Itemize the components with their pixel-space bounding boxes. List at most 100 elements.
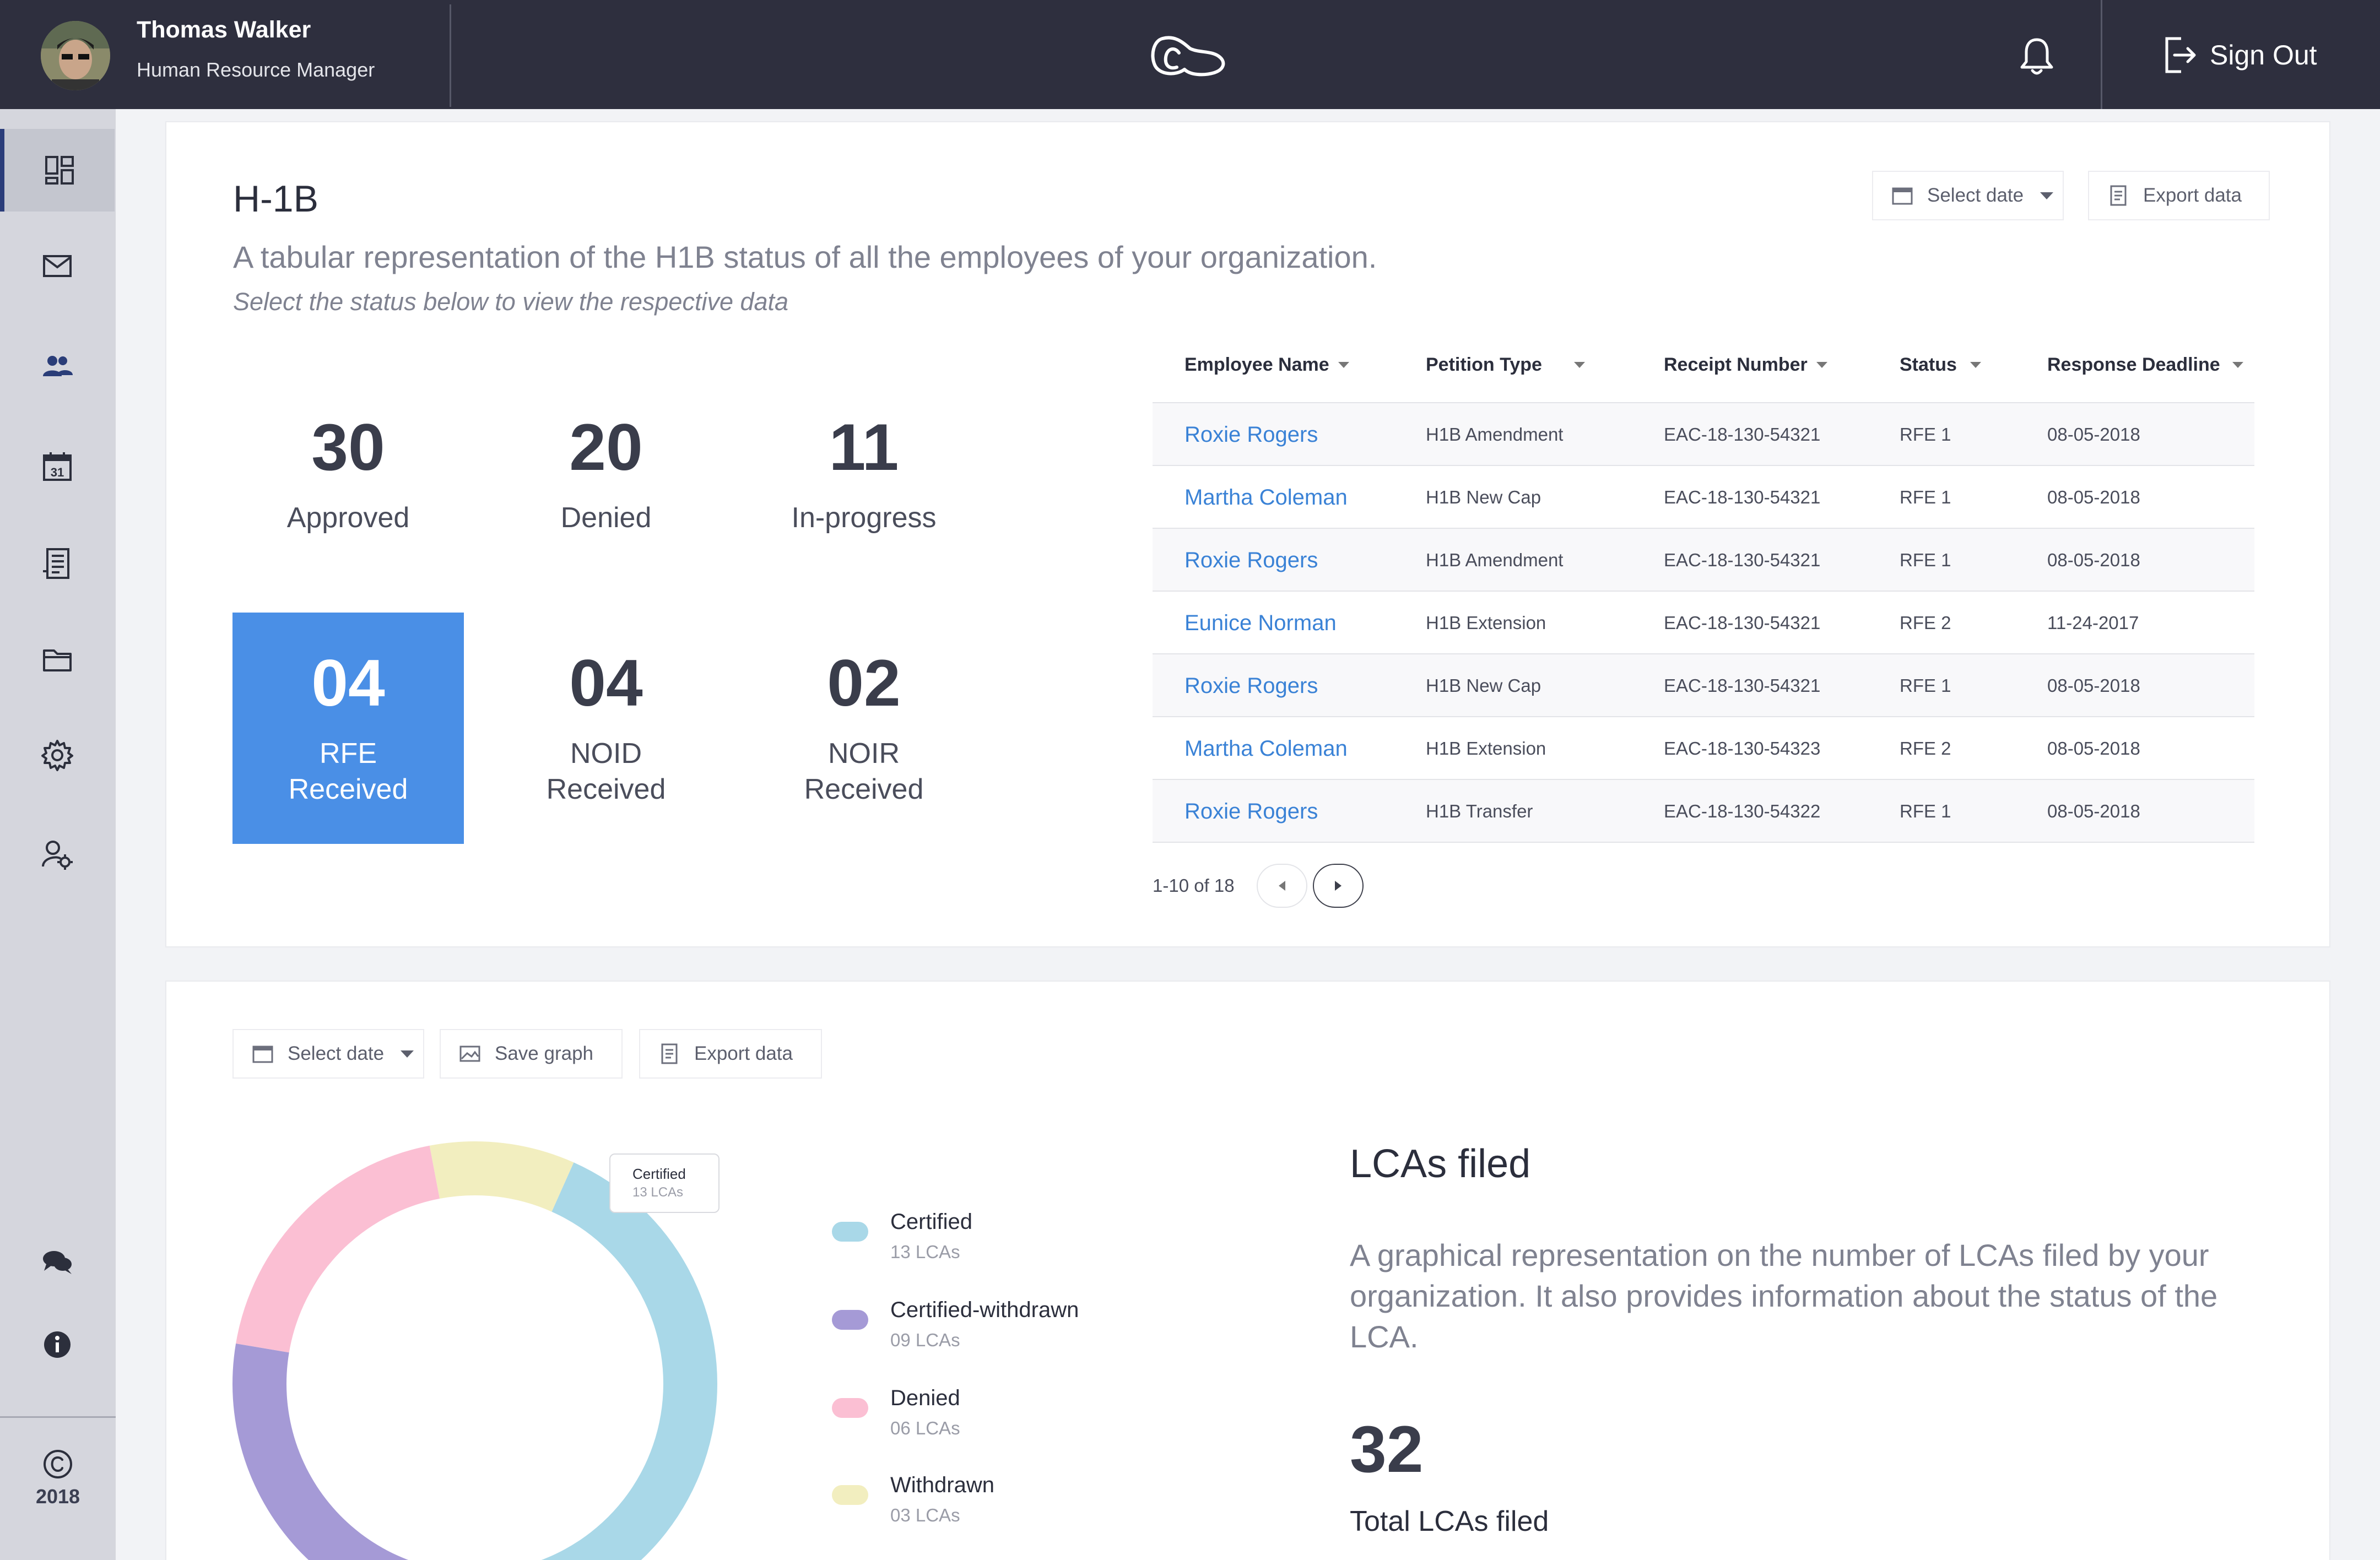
legend-swatch [832,1222,868,1242]
h1b-description: A tabular representation of the H1B stat… [233,240,1377,274]
legend-label: Denied [890,1386,960,1410]
export-data-button[interactable]: Export data [2088,171,2270,220]
save-graph-label: Save graph [495,1043,594,1064]
petition-type-cell: H1B New Cap [1426,675,1541,696]
stat-label-line: RFE [320,738,377,770]
sidebar-item-user-settings[interactable] [0,813,115,896]
donut-slice-withdrawn[interactable] [429,1141,574,1212]
column-petition-type[interactable]: Petition Type [1426,326,1585,403]
calendar-icon: 31 [43,452,72,481]
lca-title: LCAs filed [1350,1142,1531,1186]
table-row[interactable]: Martha Coleman H1B Extension EAC-18-130-54… [1153,717,2254,780]
save-graph-button[interactable]: Save graph [440,1029,623,1079]
sidebar-item-chat[interactable] [0,1221,115,1303]
app-logo-icon[interactable] [1146,29,1229,84]
sign-out-icon [2165,37,2196,73]
employee-name-cell[interactable]: Roxie Rogers [1184,799,1318,824]
sort-caret-icon [1816,361,1827,368]
table-row[interactable]: Martha Coleman H1B New Cap EAC-18-130-5432… [1153,466,2254,529]
calendar-icon [1892,187,1913,205]
column-label: Response Deadline [2047,354,2220,375]
avatar[interactable] [41,21,110,90]
column-employee-name[interactable]: Employee Name [1184,326,1349,403]
employee-name-cell[interactable]: Eunice Norman [1184,610,1337,635]
image-icon [459,1046,480,1062]
stat-rfe-received[interactable]: 04 RFE Received [232,613,464,844]
sidebar-item-dashboard[interactable] [0,129,115,212]
table-body: Roxie Rogers H1B Amendment EAC-18-130-5432… [1153,403,2254,843]
sort-caret-icon [1970,361,1981,368]
employee-name-cell[interactable]: Roxie Rogers [1184,422,1318,447]
sidebar-item-info[interactable] [0,1303,115,1386]
sidebar-item-settings[interactable] [0,714,115,797]
previous-page-button[interactable] [1256,864,1307,908]
petition-type-cell: H1B Extension [1426,613,1546,633]
employee-name-cell[interactable]: Roxie Rogers [1184,548,1318,572]
sort-caret-icon [1573,361,1585,368]
donut-slice-certified[interactable] [491,1162,717,1560]
user-settings-icon [42,841,73,870]
status-cell: RFE 1 [1900,424,1951,445]
sign-out-button[interactable]: Sign Out [2162,33,2317,77]
dashboard-icon [45,156,74,185]
table-row[interactable]: Roxie Rogers H1B Amendment EAC-18-130-5432… [1153,529,2254,592]
legend-label: Certified-withdrawn [890,1298,1079,1322]
lca-donut-chart[interactable] [227,1136,723,1560]
donut-slice-certified-withdrawn[interactable] [232,1344,496,1560]
petition-type-cell: H1B New Cap [1426,487,1541,507]
stat-label-line: NOID [570,738,642,770]
stat-label-line: Received [546,773,666,805]
info-icon [44,1331,71,1358]
lca-total-value: 32 [1350,1412,1424,1486]
chart-tooltip: Certified 13 LCAs [609,1153,720,1213]
petition-type-cell: H1B Transfer [1426,801,1533,821]
employee-name-cell[interactable]: Roxie Rogers [1184,673,1318,698]
chevron-right-icon [1334,881,1342,891]
stat-in-progress[interactable]: 11 In-progress [748,414,980,536]
donut-slice-denied[interactable] [236,1145,440,1353]
legend-swatch [832,1485,868,1505]
column-label: Employee Name [1184,354,1329,375]
column-receipt-number[interactable]: Receipt Number [1664,326,1827,403]
chat-icon [43,1251,72,1274]
stat-noir-received[interactable]: 02 NOIR Received [748,613,980,808]
copyright-year: 2018 [35,1485,80,1508]
stat-noid-received[interactable]: 04 NOID Received [490,613,722,808]
table-row[interactable]: Roxie Rogers H1B Transfer EAC-18-130-54322… [1153,780,2254,843]
sidebar-item-documents[interactable] [0,522,115,605]
legend-label: Withdrawn [890,1473,994,1497]
tooltip-value: 13 LCAs [632,1185,684,1200]
table-row[interactable]: Eunice Norman H1B Extension EAC-18-130-543… [1153,592,2254,654]
stat-approved[interactable]: 30 Approved [232,414,464,536]
notification-bell-icon[interactable] [2019,36,2055,76]
sidebar-item-mail[interactable] [0,225,115,307]
stat-label: NOID Received [490,736,722,808]
sidebar-item-users[interactable] [0,325,115,408]
table-row[interactable]: Roxie Rogers H1B Amendment EAC-18-130-5432… [1153,403,2254,466]
column-response-deadline[interactable]: Response Deadline [2047,326,2243,403]
select-date-button[interactable]: Select date [1872,171,2064,220]
stat-denied[interactable]: 20 Denied [490,414,722,536]
employee-name-cell[interactable]: Martha Coleman [1184,485,1348,510]
table-row[interactable]: Roxie Rogers H1B New Cap EAC-18-130-54321 R… [1153,654,2254,717]
chevron-left-icon [1278,881,1285,891]
next-page-button[interactable] [1312,864,1364,908]
sidebar: 31 [0,109,116,1560]
folder-icon [43,649,72,671]
petition-type-cell: H1B Extension [1426,738,1546,759]
stat-label: Approved [286,502,410,534]
user-name: Thomas Walker [137,17,311,43]
sidebar-item-calendar[interactable]: 31 [0,425,115,508]
sidebar-divider [0,1416,116,1418]
sidebar-item-folder[interactable] [0,618,115,701]
stat-label: NOIR Received [748,736,980,808]
select-date-button[interactable]: Select date [232,1029,424,1079]
export-data-button[interactable]: Export data [639,1029,822,1079]
employee-name-cell[interactable]: Martha Coleman [1184,736,1348,761]
header-divider [450,4,451,107]
lca-description: A graphical representation on the number… [1350,1238,2218,1354]
select-date-label: Select date [1927,185,2024,206]
chevron-down-icon [401,1050,414,1058]
select-date-label: Select date [288,1043,385,1064]
column-status[interactable]: Status [1900,326,1981,403]
